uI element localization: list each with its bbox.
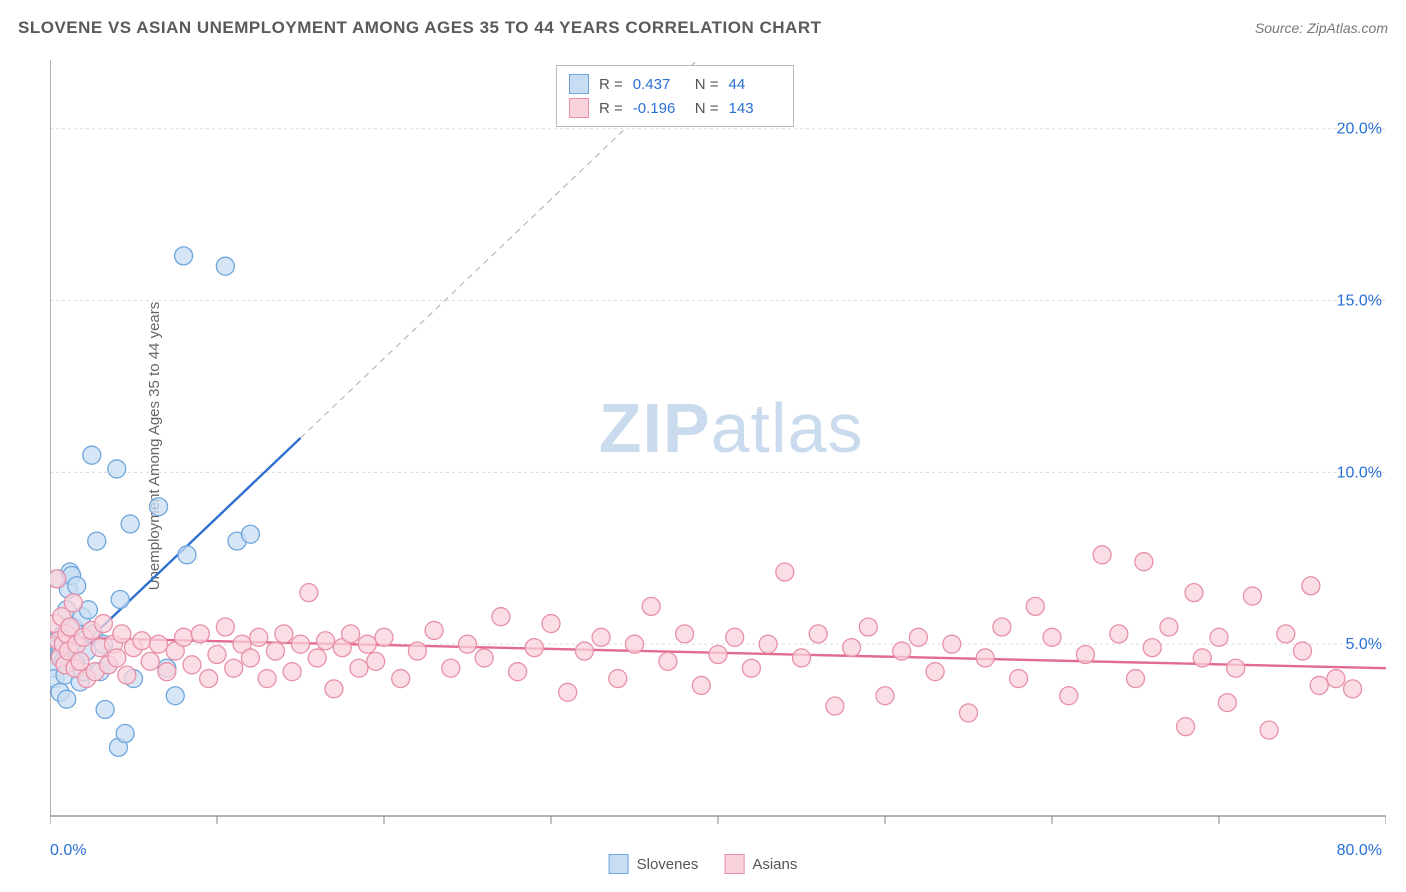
x-max-label: 80.0% (1337, 842, 1382, 860)
svg-text:15.0%: 15.0% (1337, 293, 1382, 310)
legend: Slovenes Asians (609, 854, 798, 874)
stat-n-label: N = (695, 100, 719, 117)
x-min-label: 0.0% (50, 842, 86, 860)
chart-title: SLOVENE VS ASIAN UNEMPLOYMENT AMONG AGES… (18, 18, 821, 38)
plot-area: 5.0% 10.0% 15.0% 20.0% (50, 60, 1386, 832)
stats-row: R = 0.437 N = 44 (569, 72, 781, 96)
chart-source: Source: ZipAtlas.com (1255, 20, 1388, 36)
legend-swatch (609, 854, 629, 874)
stat-r-label: R = (599, 76, 623, 93)
stat-n-value: 44 (729, 76, 781, 93)
svg-text:5.0%: 5.0% (1346, 636, 1382, 653)
legend-item: Asians (724, 854, 797, 874)
legend-swatch (724, 854, 744, 874)
legend-label: Slovenes (637, 856, 699, 873)
stat-n-label: N = (695, 76, 719, 93)
stat-n-value: 143 (729, 100, 781, 117)
scatter-chart: 5.0% 10.0% 15.0% 20.0% (50, 60, 1386, 832)
stats-row: R = -0.196 N = 143 (569, 96, 781, 120)
svg-text:20.0%: 20.0% (1337, 121, 1382, 138)
stat-r-value: -0.196 (633, 100, 685, 117)
legend-item: Slovenes (609, 854, 699, 874)
chart-header: SLOVENE VS ASIAN UNEMPLOYMENT AMONG AGES… (18, 18, 1388, 38)
correlation-stats-box: R = 0.437 N = 44 R = -0.196 N = 143 (556, 65, 794, 127)
stat-r-label: R = (599, 100, 623, 117)
stat-r-value: 0.437 (633, 76, 685, 93)
series-swatch (569, 98, 589, 118)
svg-text:10.0%: 10.0% (1337, 464, 1382, 481)
legend-label: Asians (752, 856, 797, 873)
series-swatch (569, 74, 589, 94)
